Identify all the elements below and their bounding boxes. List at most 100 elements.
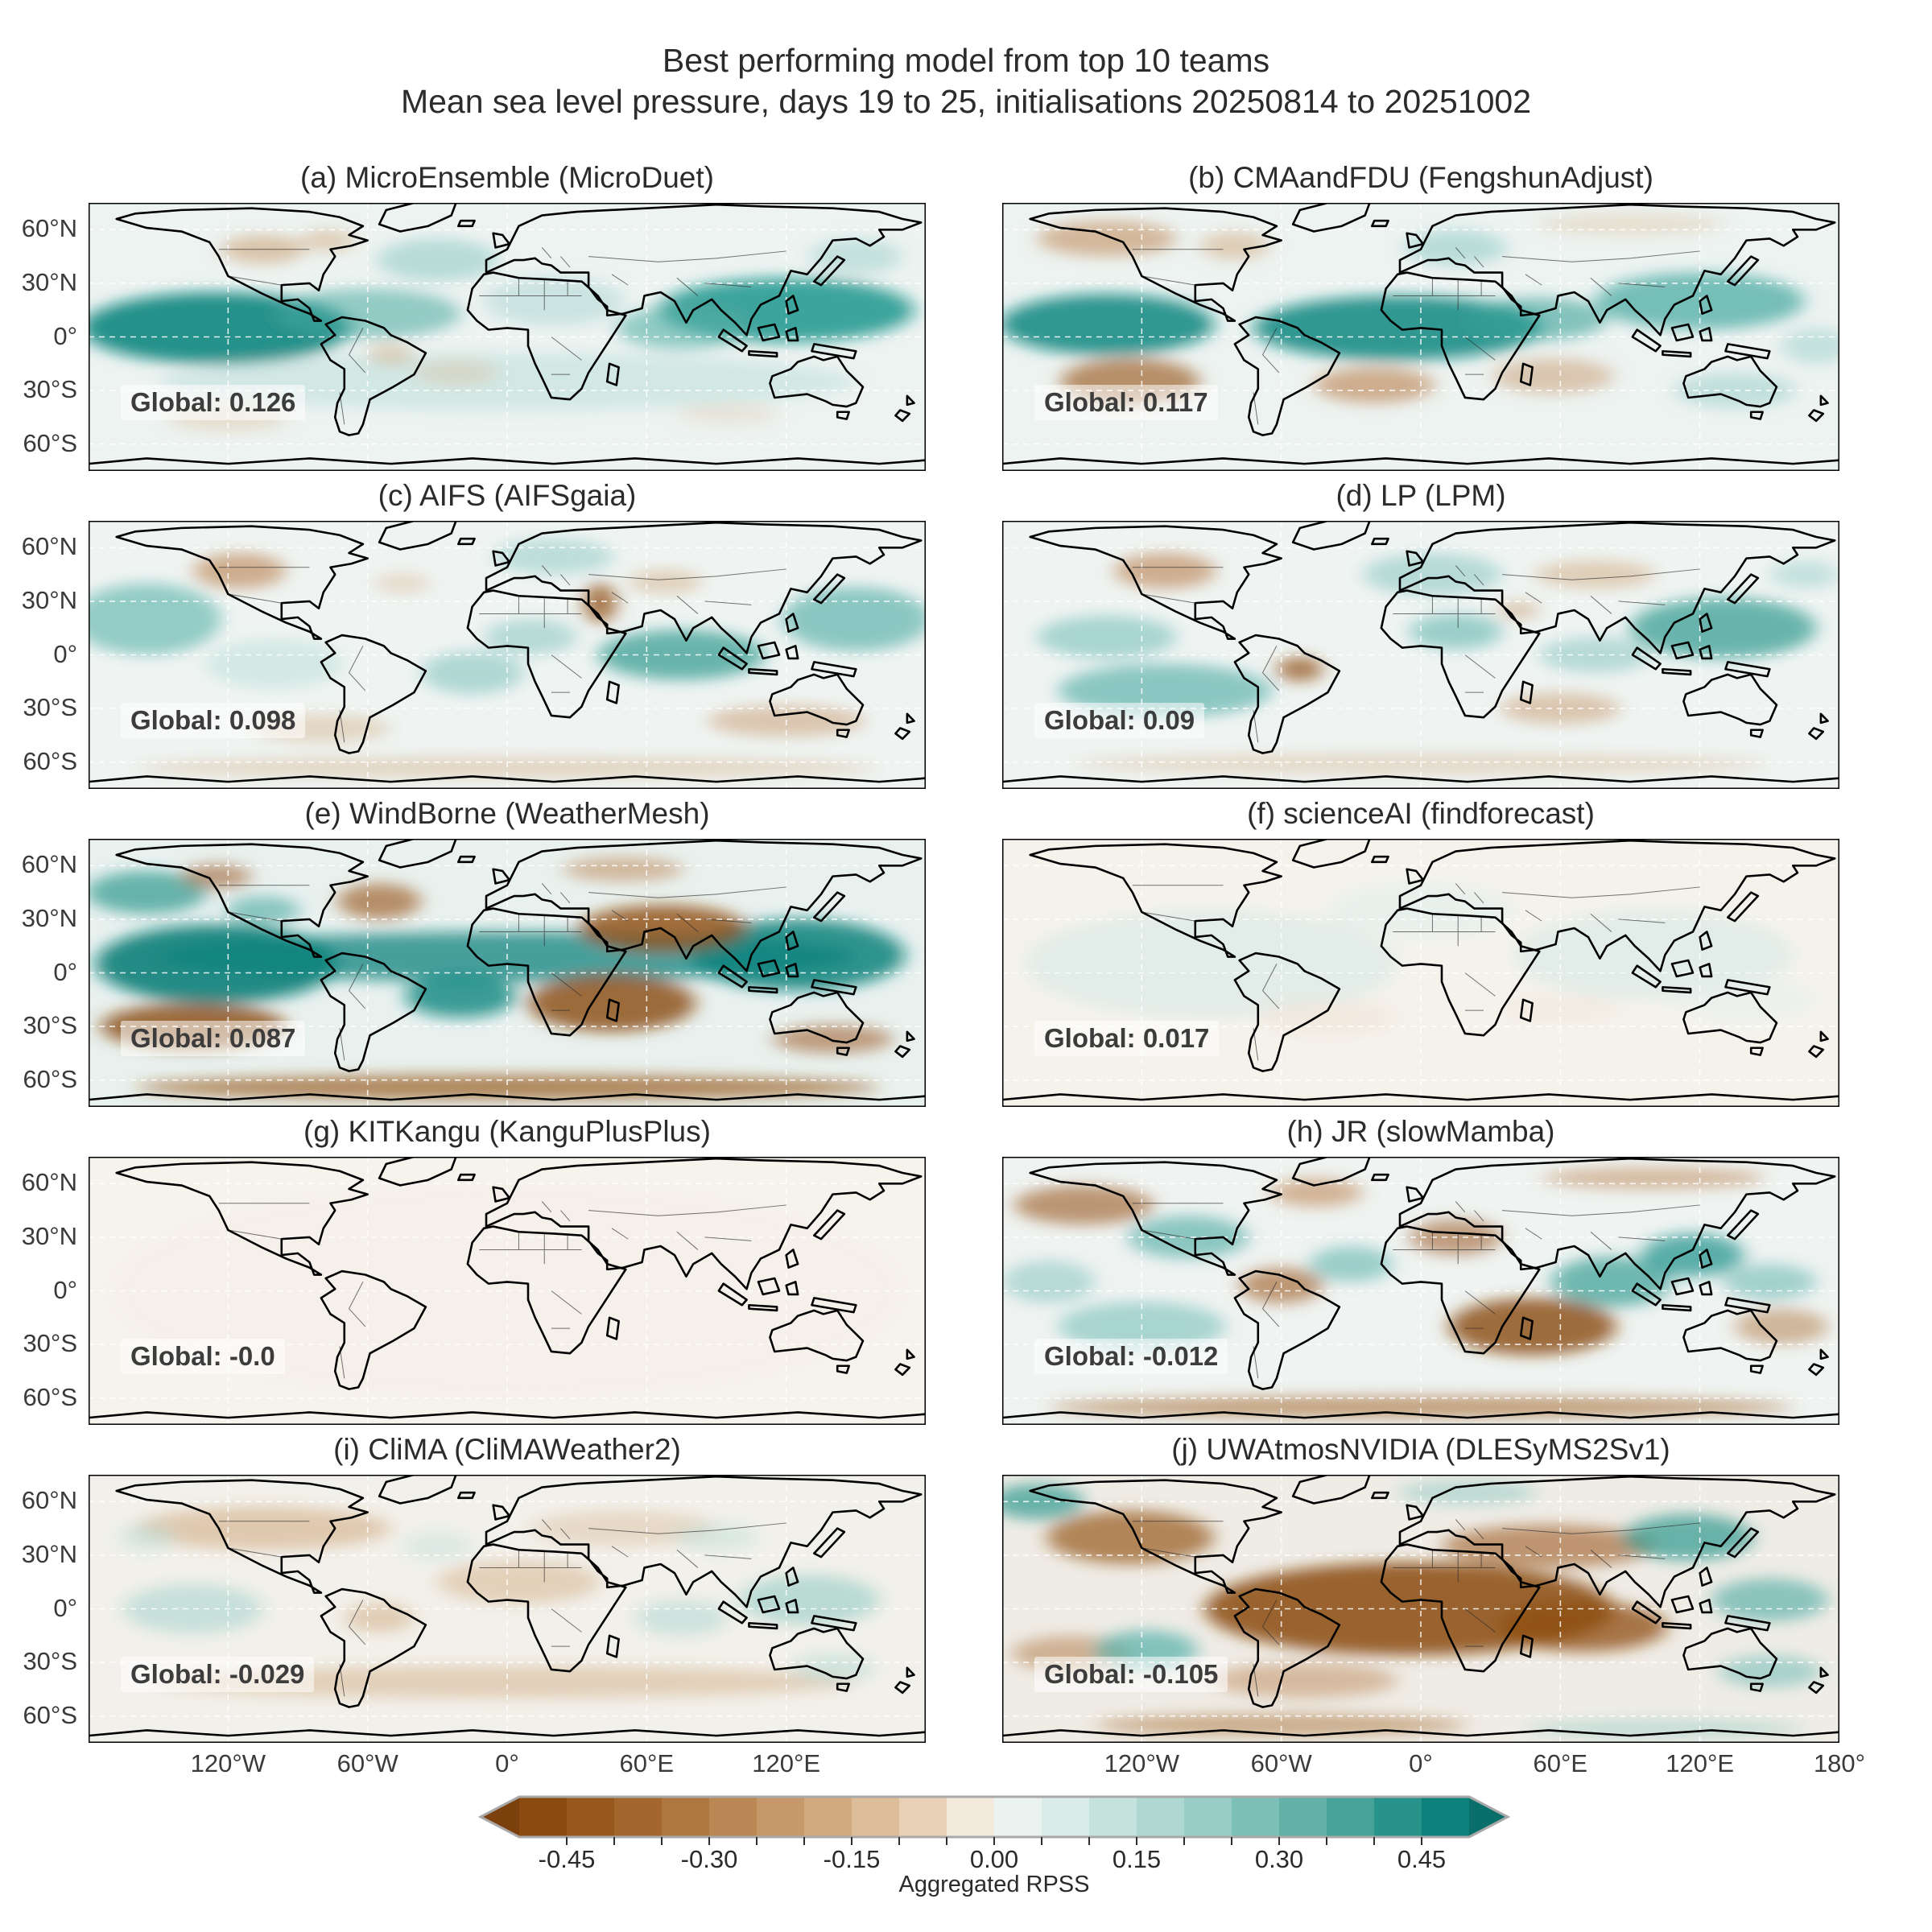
- coastline: [321, 1589, 426, 1707]
- colorbar-segment: [1327, 1797, 1375, 1837]
- world-map: [89, 839, 926, 1107]
- lat-tick-label: 30°S: [23, 693, 77, 722]
- coastline: [458, 1492, 474, 1498]
- world-map: [89, 1157, 926, 1425]
- rpss-blob: [528, 974, 696, 1032]
- coastline: [458, 539, 474, 544]
- country-borders: [1133, 1520, 1700, 1697]
- rpss-blob: [530, 1510, 716, 1546]
- rpss-blob: [1314, 367, 1435, 403]
- colorbar-segment: [804, 1797, 852, 1837]
- coastline: [117, 208, 368, 321]
- coastline: [1725, 662, 1769, 676]
- coastline: [1672, 324, 1693, 341]
- rpss-blob: [1025, 910, 1398, 1018]
- coastline: [1030, 526, 1282, 639]
- rpss-blob: [1113, 552, 1216, 589]
- coastline: [770, 1311, 863, 1360]
- coastline: [117, 844, 368, 957]
- rpss-blob: [772, 1024, 894, 1054]
- coastline: [607, 1000, 618, 1022]
- coastline: [907, 1668, 914, 1677]
- coastline: [811, 344, 856, 358]
- coastline: [1683, 993, 1777, 1042]
- rpss-blob: [1362, 552, 1503, 597]
- graticule: [1002, 521, 1839, 789]
- rpss-blob: [404, 974, 517, 1018]
- graticule: [89, 521, 926, 789]
- lon-tick-label: 60°E: [619, 1749, 675, 1777]
- coastline: [1002, 1412, 1839, 1418]
- graticule: [1002, 839, 1839, 1107]
- coastline: [1235, 635, 1340, 753]
- coastline: [1407, 551, 1423, 566]
- coastline: [1002, 1730, 1839, 1736]
- coastline: [907, 1032, 914, 1041]
- coastline: [1662, 1305, 1690, 1311]
- coastline: [607, 1636, 618, 1657]
- rpss-blob: [691, 919, 905, 991]
- country-borders: [1133, 884, 1700, 1061]
- coastline: [1293, 521, 1369, 550]
- country-borders: [219, 248, 786, 425]
- coastline: [907, 1350, 914, 1359]
- coastline: [1633, 966, 1661, 988]
- map-panel-i: (i) CliMA (CliMAWeather2) Global: -0.029 6…: [22, 1433, 926, 1777]
- global-rpss-label: Global: -0.029: [121, 1657, 315, 1692]
- colorbar-tick-label: 0.45: [1397, 1845, 1446, 1873]
- coastline: [1521, 682, 1532, 704]
- coastline: [458, 1174, 474, 1180]
- coastline: [1662, 669, 1690, 675]
- rpss-blob: [1002, 1260, 1096, 1304]
- coastline: [1633, 1284, 1661, 1306]
- lat-tick-label: 30°N: [21, 903, 77, 932]
- global-rpss-label: Global: 0.017: [1034, 1021, 1220, 1056]
- coastline: [1662, 1623, 1690, 1629]
- coastline: [1728, 257, 1758, 286]
- coastline: [468, 909, 625, 1036]
- coastline: [89, 1094, 926, 1100]
- coastline: [1700, 931, 1711, 949]
- coastline: [1821, 1350, 1828, 1359]
- rpss-blob: [421, 651, 524, 695]
- coastline: [1728, 893, 1758, 922]
- coastline: [1700, 1282, 1711, 1294]
- coastline: [770, 357, 863, 407]
- coastline: [486, 1158, 921, 1289]
- rpss-blob: [118, 1522, 175, 1552]
- world-map: [1002, 203, 1839, 471]
- country-borders: [219, 1520, 786, 1697]
- rpss-blob: [134, 1506, 391, 1550]
- coastline: [1235, 953, 1340, 1071]
- rpss-blob: [1013, 1185, 1154, 1225]
- coastline: [1381, 591, 1539, 718]
- lon-tick-label: 120°W: [190, 1749, 266, 1777]
- colorbar-segment: [994, 1797, 1042, 1837]
- coastline: [321, 953, 426, 1071]
- coastline: [786, 1567, 798, 1585]
- rpss-blob: [739, 1575, 880, 1625]
- coastline: [607, 364, 618, 386]
- panel-title: (d) LP (LPM): [1335, 479, 1506, 512]
- lon-tick-label: 0°: [1409, 1749, 1433, 1777]
- coastline: [1700, 613, 1711, 631]
- lon-tick-label: 120°E: [752, 1749, 821, 1777]
- coastline: [1372, 539, 1388, 544]
- rpss-blob: [1537, 213, 1724, 235]
- coastline: [1672, 960, 1693, 976]
- rpss-blob: [1276, 656, 1323, 682]
- colorbar-segment: [899, 1797, 947, 1837]
- colorbar-segment: [567, 1797, 615, 1837]
- lon-tick-label: 60°E: [1533, 1749, 1588, 1777]
- coastline: [1381, 1545, 1539, 1672]
- lon-tick-label: 60°W: [1250, 1749, 1312, 1777]
- coastline: [1751, 1684, 1762, 1691]
- coastline: [1521, 364, 1532, 386]
- lat-tick-label: 30°N: [21, 585, 77, 614]
- coastline: [1672, 642, 1693, 658]
- coastline: [468, 1545, 625, 1672]
- lat-tick-label: 60°S: [23, 1382, 77, 1411]
- colorbar-segment: [1374, 1797, 1422, 1837]
- coastline: [89, 1412, 926, 1418]
- coastline: [1751, 730, 1762, 737]
